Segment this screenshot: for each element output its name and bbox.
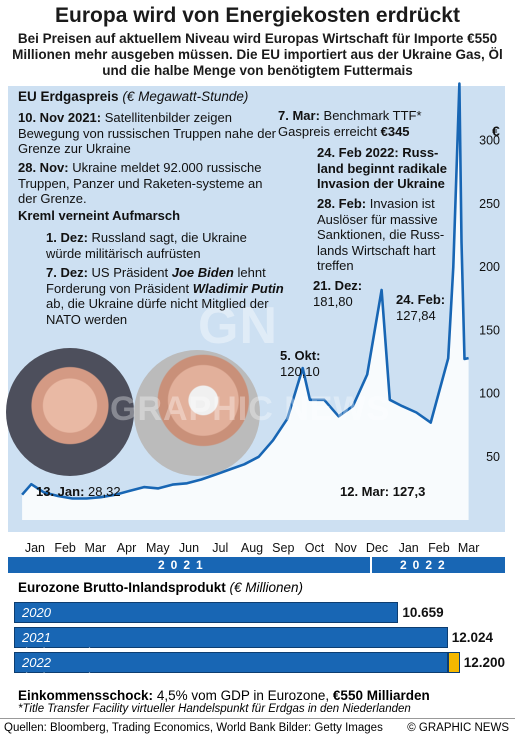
label-dec21: 21. Dez: 181,80 [313,278,363,309]
income-shock: Einkommensschock: 4,5% vom GDP in Eurozo… [18,688,430,703]
annotation-dec7: 7. Dez: US Präsident Joe Biden lehnt For… [46,265,284,327]
x-tick-label: Oct [304,541,325,555]
watermark-text: GRAPHIC NEWS [110,390,391,428]
x-tick-label: Sep [272,541,295,555]
gdp-title: Eurozone Brutto-Inlandsprodukt (€ Millio… [18,580,304,595]
gas-price-chart: 50 100 150 200 250 300 [21,82,501,520]
annotation-feb28: 28. Feb: Invasion ist Auslöser für massi… [317,196,445,273]
gdp-bar-increase [447,652,460,673]
x-tick-label: Feb [54,541,76,555]
x-tick-label: Mar [457,541,480,555]
y-tick-label: 150 [479,323,500,337]
footnote: *Title Transfer Facility virtueller Hand… [18,703,411,715]
gdp-bar-value: 12.024 [451,630,493,645]
sources-bar: Quellen: Bloomberg, Trading Economics, W… [0,718,515,737]
page-title: Europa wird von Energiekosten erdrückt [55,4,460,27]
x-tick-label: Dec [365,541,389,555]
label-jan13: 13. Jan: 28,32 [36,484,121,499]
year-divider [370,557,372,573]
credit: © GRAPHIC NEWS [407,722,509,734]
year-2021: 2021 [158,558,209,572]
label-feb24: 24. Feb: 127,84 [396,292,446,323]
annotation-mar7: 7. Mar: Benchmark TTF* Gaspreis erreicht… [278,108,422,139]
gdp-bar-value: 12.200 [463,655,505,670]
year-2022: 2022 [400,558,451,572]
y-tick-label: 200 [479,260,500,274]
x-tick-label: Mar [84,541,107,555]
annotation-dec1: 1. Dez: Russland sagt, die Ukraine würde… [46,230,247,261]
y-tick-label: 100 [479,387,500,401]
x-tick-label: Jan [398,541,419,555]
gdp-bar [14,652,448,673]
annotation-nov10: 10. Nov 2021: Satellitenbilder zeigen Be… [18,110,277,156]
x-tick-label: Jun [178,541,200,555]
x-tick-label: Apr [116,541,137,555]
label-mar12: 12. Mar: 127,3 [340,484,426,499]
gdp-bar-label: 2020 [22,605,51,620]
gdp-bar [14,602,399,623]
label-oct5: 5. Okt: 120,10 [280,348,321,379]
gdp-bar-value: 10.659 [402,605,444,620]
gdp-bar [14,627,448,648]
x-tick-label: Nov [334,541,357,555]
price-line [21,82,469,500]
annotation-kremlin: Kreml verneint Aufmarsch [18,208,181,223]
y-tick-label: 250 [479,197,500,211]
x-tick-label: Aug [240,541,264,555]
y-tick-label: 50 [486,450,500,464]
putin-portrait [6,348,134,476]
annotation-feb24-invasion: 24. Feb 2022: Russ-land beginnt radikale… [317,145,448,191]
biden-portrait [134,350,260,476]
sources: Quellen: Bloomberg, Trading Economics, W… [4,722,383,734]
y-tick-label: 300 [479,134,500,148]
x-tick-label: Feb [428,541,450,555]
x-tick-label: Jul [212,541,229,555]
x-tick-label: Jan [24,541,45,555]
x-tick-label: May [145,541,170,555]
price-area [22,83,469,520]
gdp-bar-label: 2022 (Schätzung) [22,655,93,685]
watermark-logo: GN [198,297,278,355]
page-subtitle: Bei Preisen auf aktuellem Niveau wird Eu… [12,31,503,78]
annotation-nov28: 28. Nov: Ukraine meldet 92.000 russische… [18,160,263,206]
chart-title: EU Erdgaspreis (€ Megawatt-Stunde) [18,89,249,104]
y-unit: € [492,123,500,139]
year-bar: 2021 2022 [8,557,505,573]
